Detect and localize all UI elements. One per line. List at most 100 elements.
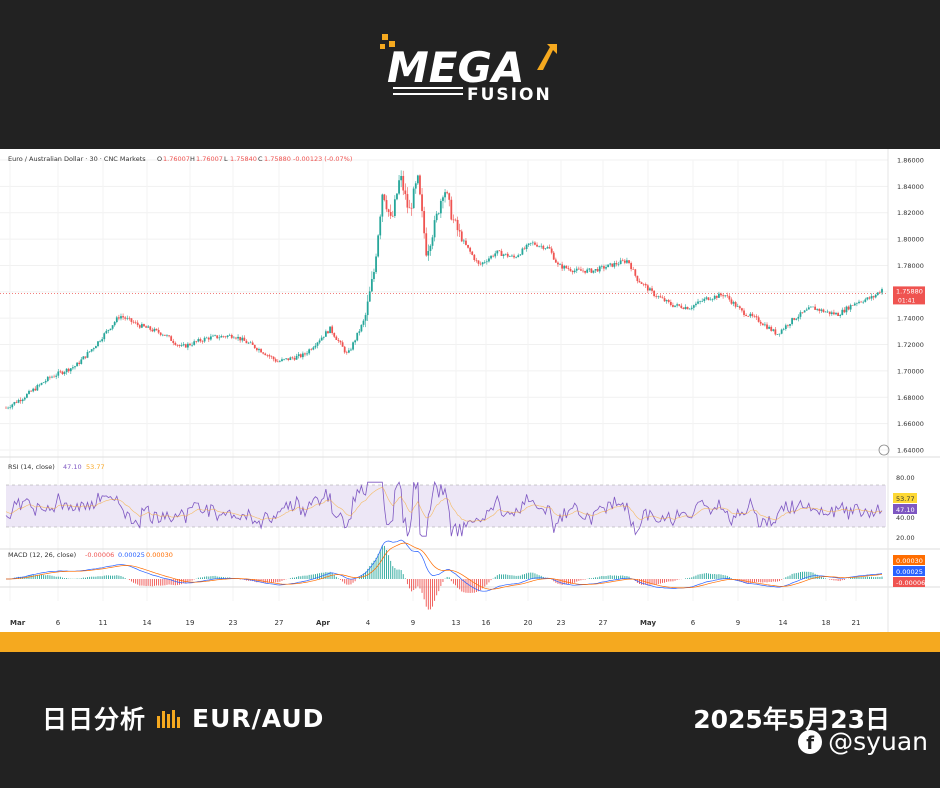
candle	[366, 301, 369, 316]
candle	[199, 339, 202, 342]
candle	[759, 321, 762, 324]
candle	[835, 312, 837, 315]
candle	[251, 342, 254, 345]
candle	[870, 296, 873, 299]
candle	[448, 193, 451, 200]
candle	[387, 209, 390, 213]
current-price-tag: 1.75880 01:41	[893, 286, 925, 305]
candle	[661, 297, 664, 299]
candle	[751, 313, 754, 316]
candle	[283, 358, 285, 360]
candle	[310, 349, 313, 350]
footer-title: 日日分析 EUR/AUD	[42, 700, 324, 736]
candle	[400, 175, 403, 181]
candle	[454, 219, 457, 221]
svg-text:H: H	[190, 155, 195, 163]
candle	[805, 309, 808, 311]
candle	[757, 317, 760, 322]
candle	[567, 268, 570, 269]
candle	[222, 336, 225, 337]
candle	[53, 376, 55, 378]
svg-text:47.10: 47.10	[63, 463, 82, 471]
svg-text:1.76007: 1.76007	[163, 155, 190, 163]
svg-text:1.75880: 1.75880	[896, 287, 923, 295]
candle	[479, 263, 482, 265]
price-tick-label: 1.82000	[897, 209, 924, 217]
candle	[851, 305, 854, 306]
candle	[149, 326, 152, 330]
candle	[237, 336, 239, 339]
candle	[824, 311, 827, 313]
candle	[613, 263, 616, 267]
candle	[858, 301, 860, 304]
candle	[571, 270, 574, 273]
chart-settings-icon[interactable]	[878, 444, 890, 456]
candle	[161, 334, 164, 336]
macd-header: MACD (12, 26, close) -0.00006 0.00025 0.…	[8, 551, 173, 559]
candle	[644, 284, 647, 286]
candle	[830, 312, 833, 315]
candle	[226, 335, 229, 338]
pair-label: EUR/AUD	[192, 703, 325, 733]
candle	[370, 279, 373, 292]
candle	[787, 325, 789, 326]
candle	[546, 247, 549, 249]
mega-fusion-logo: MEGA FUSION	[380, 34, 557, 105]
candle	[540, 245, 543, 247]
candle	[262, 352, 265, 354]
svg-text:-0.00123 (-0.07%): -0.00123 (-0.07%)	[293, 155, 352, 163]
candle	[5, 407, 7, 409]
candle	[692, 305, 695, 308]
candle	[329, 326, 331, 334]
candle	[299, 354, 302, 358]
candle	[272, 356, 275, 360]
candle	[308, 349, 311, 354]
candle	[519, 254, 522, 256]
candle	[276, 361, 279, 363]
candle	[373, 272, 375, 280]
candle	[168, 335, 170, 337]
candle	[80, 359, 83, 364]
price-grid	[0, 159, 888, 601]
candle	[755, 316, 758, 318]
candle	[34, 388, 37, 391]
candle	[584, 270, 587, 273]
candle	[201, 341, 204, 342]
candle	[228, 334, 231, 336]
candle	[452, 219, 455, 221]
candle	[375, 256, 377, 273]
candle	[793, 318, 796, 320]
candle	[398, 180, 400, 194]
candle	[833, 312, 835, 315]
candle	[419, 175, 421, 195]
candle	[780, 329, 783, 334]
candle	[718, 293, 720, 298]
candle	[97, 341, 99, 347]
candle	[839, 315, 842, 316]
candle	[431, 237, 434, 246]
time-tick-label: 14	[143, 619, 152, 627]
social-handle[interactable]: f @syuan	[798, 727, 928, 756]
candle	[475, 260, 478, 261]
candle	[818, 308, 821, 311]
candle	[738, 306, 741, 309]
time-tick-label: 13	[452, 619, 461, 627]
candle	[517, 255, 520, 258]
macd-histogram	[7, 545, 883, 610]
candle	[343, 346, 346, 353]
candle	[235, 337, 237, 339]
candle	[617, 264, 620, 265]
candle	[816, 308, 819, 310]
candle	[580, 269, 582, 271]
candle	[295, 355, 298, 360]
candle	[318, 340, 321, 343]
svg-text:0.00025: 0.00025	[118, 551, 145, 559]
candle	[21, 399, 24, 402]
candle	[26, 393, 28, 398]
candle	[94, 346, 97, 349]
candle	[138, 325, 141, 328]
candle	[494, 253, 497, 257]
svg-text:RSI (14, close): RSI (14, close)	[8, 463, 55, 471]
candle	[646, 285, 649, 291]
candle	[462, 240, 465, 242]
